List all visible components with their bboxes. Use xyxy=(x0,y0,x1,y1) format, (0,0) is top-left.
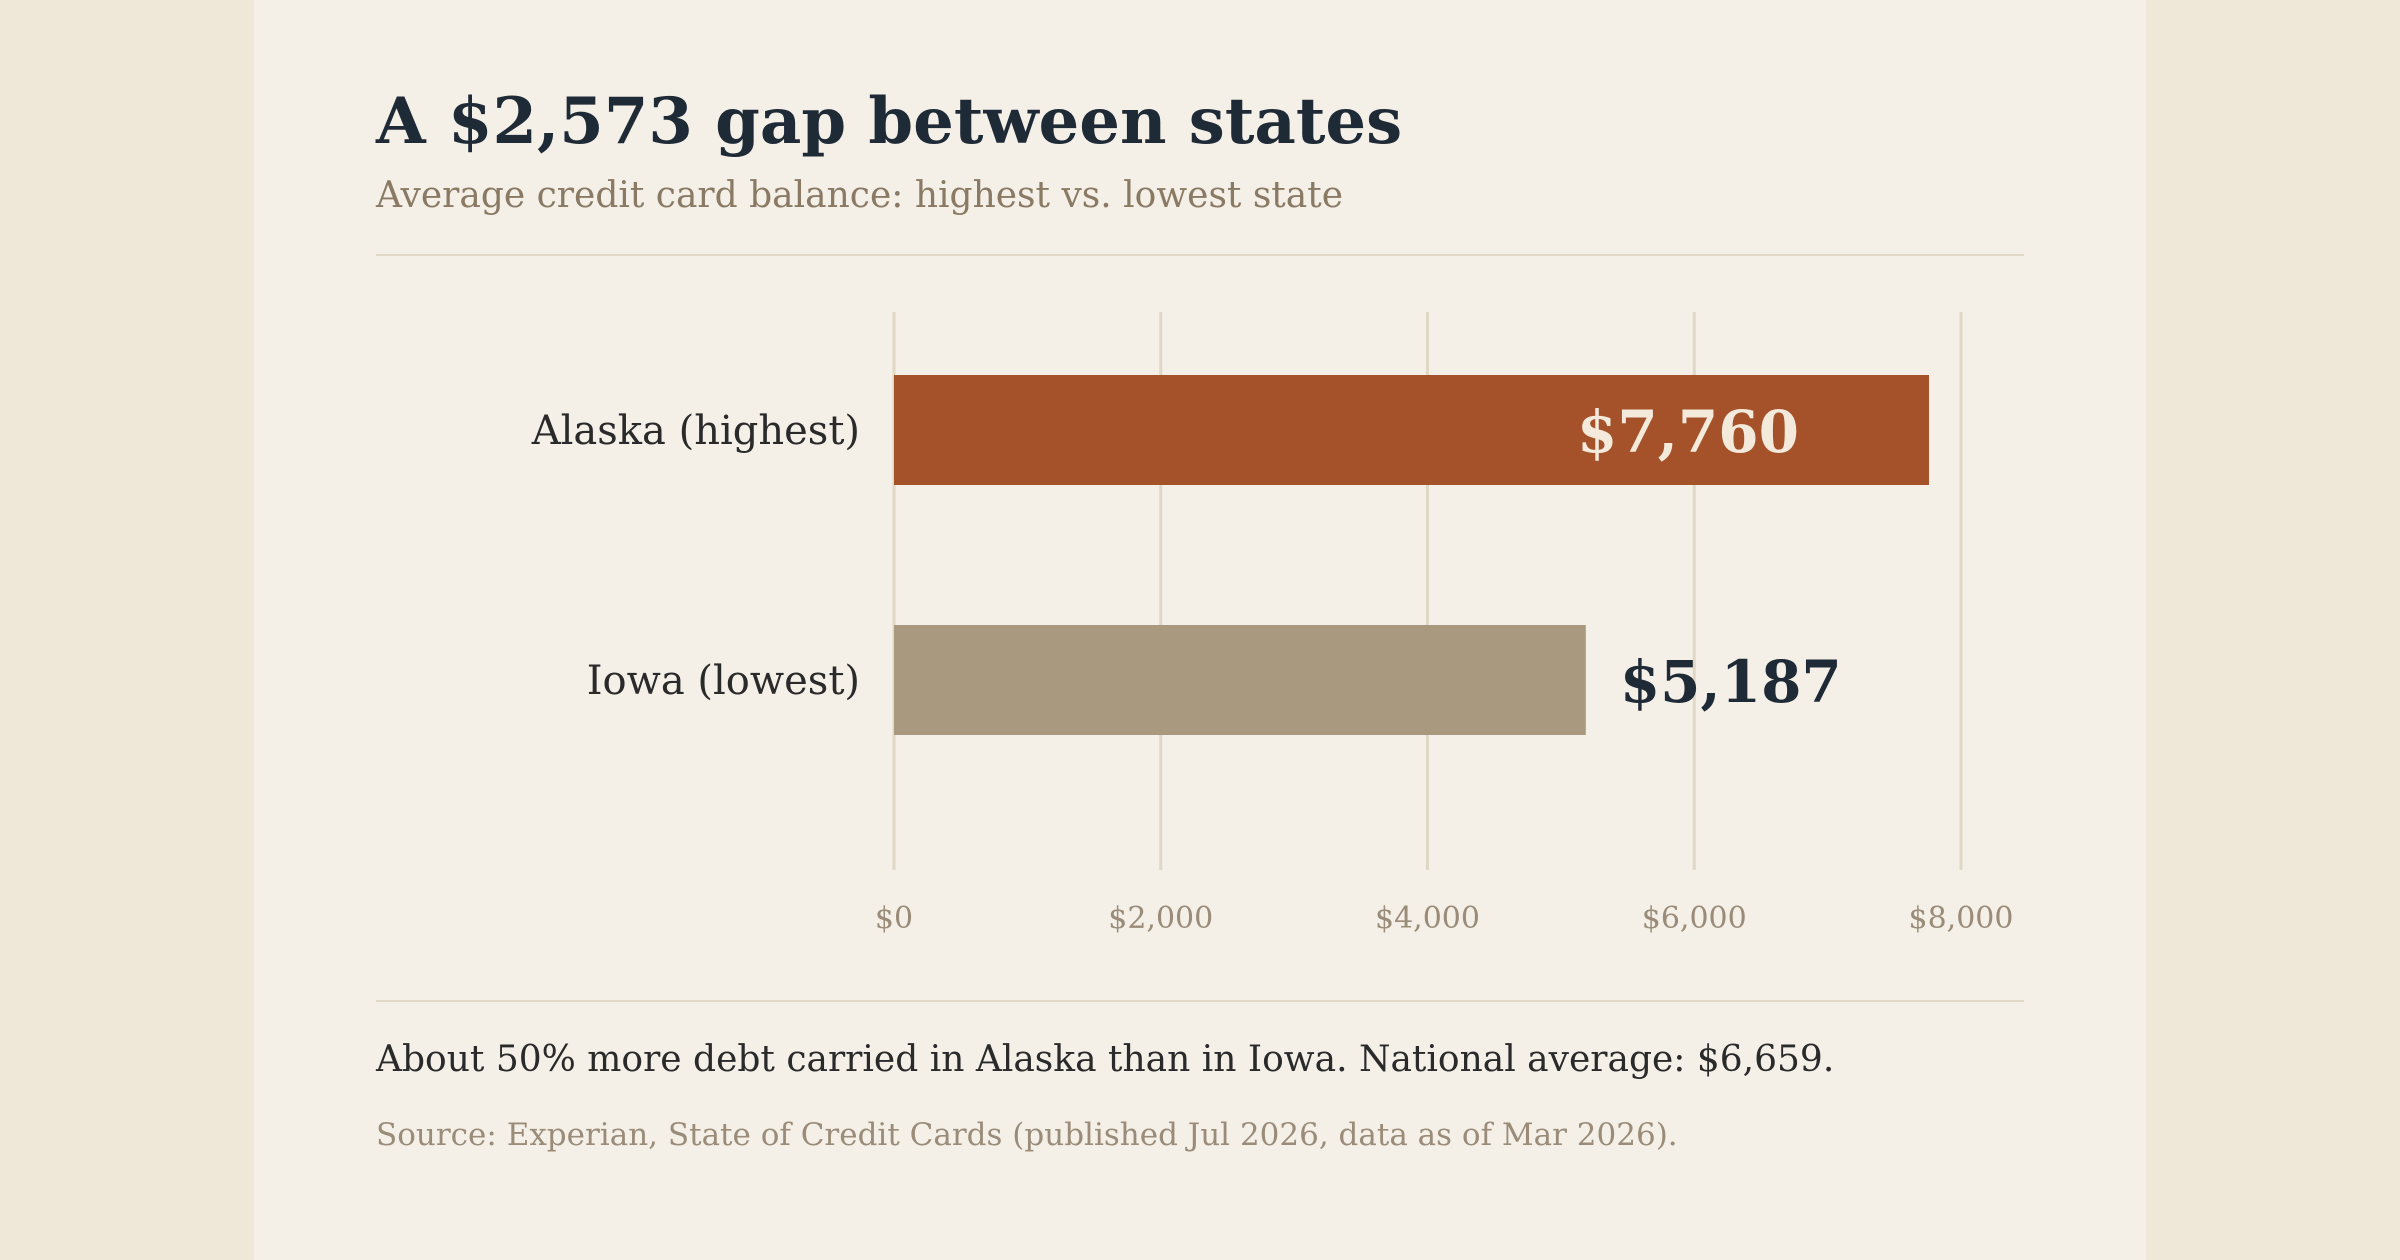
value-label-0: $7,760 xyxy=(1577,398,1799,466)
category-label-0: Alaska (highest) xyxy=(531,408,860,454)
chart-source: Source: Experian, State of Credit Cards … xyxy=(376,1117,1678,1153)
bottom-divider xyxy=(376,1000,2024,1002)
x-tick-label-4: $8,000 xyxy=(1909,901,2014,936)
bar-chart: Alaska (highest) Iowa (lowest) $7,760 $5,1… xyxy=(531,312,2014,936)
x-tick-label-3: $6,000 xyxy=(1642,901,1747,936)
chart-subtitle: Average credit card balance: highest vs.… xyxy=(376,175,1344,216)
value-labels: $7,760 $5,187 xyxy=(1577,398,1842,716)
top-divider xyxy=(376,254,2024,256)
chart-note: About 50% more debt carried in Alaska th… xyxy=(376,1039,1835,1080)
chart-card: A $2,573 gap between states Average cred… xyxy=(254,0,2146,1260)
bars xyxy=(894,375,1929,735)
x-axis-tick-labels: $0 $2,000 $4,000 $6,000 $8,000 xyxy=(875,901,2014,936)
category-labels: Alaska (highest) Iowa (lowest) xyxy=(531,408,860,704)
x-tick-label-0: $0 xyxy=(875,901,913,936)
category-label-1: Iowa (lowest) xyxy=(587,658,860,704)
bar-1 xyxy=(894,625,1586,735)
value-label-1: $5,187 xyxy=(1620,648,1842,716)
bar-0 xyxy=(894,375,1929,485)
x-tick-label-1: $2,000 xyxy=(1108,901,1213,936)
x-tick-label-2: $4,000 xyxy=(1375,901,1480,936)
chart-title: A $2,573 gap between states xyxy=(376,84,1403,159)
